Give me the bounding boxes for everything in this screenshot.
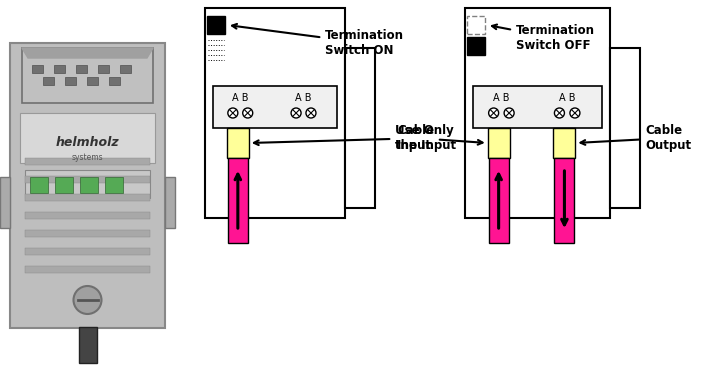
Bar	[22, 48, 153, 103]
Bar	[10, 43, 165, 328]
Circle shape	[554, 108, 564, 118]
Text: A B: A B	[493, 93, 510, 103]
Text: Termination
Switch ON: Termination Switch ON	[232, 24, 404, 57]
Bar	[465, 8, 610, 218]
Bar	[165, 177, 175, 228]
Bar	[25, 194, 150, 201]
Bar	[78, 327, 96, 363]
Bar	[55, 177, 73, 193]
Bar	[80, 177, 98, 193]
Text: Cable
Input: Cable Input	[397, 124, 482, 152]
Bar	[489, 158, 508, 243]
Bar	[43, 77, 54, 85]
Text: Termination
Switch OFF: Termination Switch OFF	[492, 24, 595, 52]
Bar	[0, 177, 10, 228]
Text: A B: A B	[295, 93, 312, 103]
Bar	[32, 65, 43, 73]
Bar	[20, 113, 155, 163]
Text: systems: systems	[72, 153, 103, 163]
Bar	[25, 176, 150, 183]
Bar	[25, 266, 150, 273]
Bar	[25, 230, 150, 237]
Bar	[467, 37, 485, 55]
Bar	[87, 77, 98, 85]
Bar	[610, 48, 640, 208]
Bar	[345, 48, 375, 208]
Bar	[554, 128, 575, 158]
Circle shape	[73, 286, 102, 314]
Bar	[213, 86, 337, 128]
Bar	[65, 77, 76, 85]
Bar	[25, 170, 150, 198]
Bar	[473, 86, 602, 128]
Bar	[205, 8, 345, 218]
Bar	[30, 177, 48, 193]
Bar	[76, 65, 87, 73]
Circle shape	[306, 108, 316, 118]
Circle shape	[570, 108, 580, 118]
Bar	[25, 212, 150, 219]
Bar	[25, 248, 150, 255]
Bar	[105, 177, 123, 193]
Text: Use Only
the Input: Use Only the Input	[254, 124, 456, 152]
Bar	[207, 16, 225, 34]
Text: A B: A B	[232, 93, 248, 103]
Circle shape	[291, 108, 301, 118]
Circle shape	[228, 108, 238, 118]
Text: A B: A B	[559, 93, 575, 103]
Bar	[487, 128, 510, 158]
Bar	[120, 65, 131, 73]
Bar	[54, 65, 65, 73]
Bar	[227, 128, 249, 158]
Text: helmholz: helmholz	[55, 137, 120, 149]
Bar	[25, 158, 150, 165]
Text: Cable
Output: Cable Output	[580, 124, 691, 152]
Circle shape	[243, 108, 253, 118]
Circle shape	[489, 108, 499, 118]
Polygon shape	[22, 48, 153, 58]
Bar	[467, 16, 485, 34]
Bar	[98, 65, 109, 73]
Bar	[109, 77, 120, 85]
Bar	[228, 158, 248, 243]
Circle shape	[504, 108, 514, 118]
Bar	[554, 158, 575, 243]
